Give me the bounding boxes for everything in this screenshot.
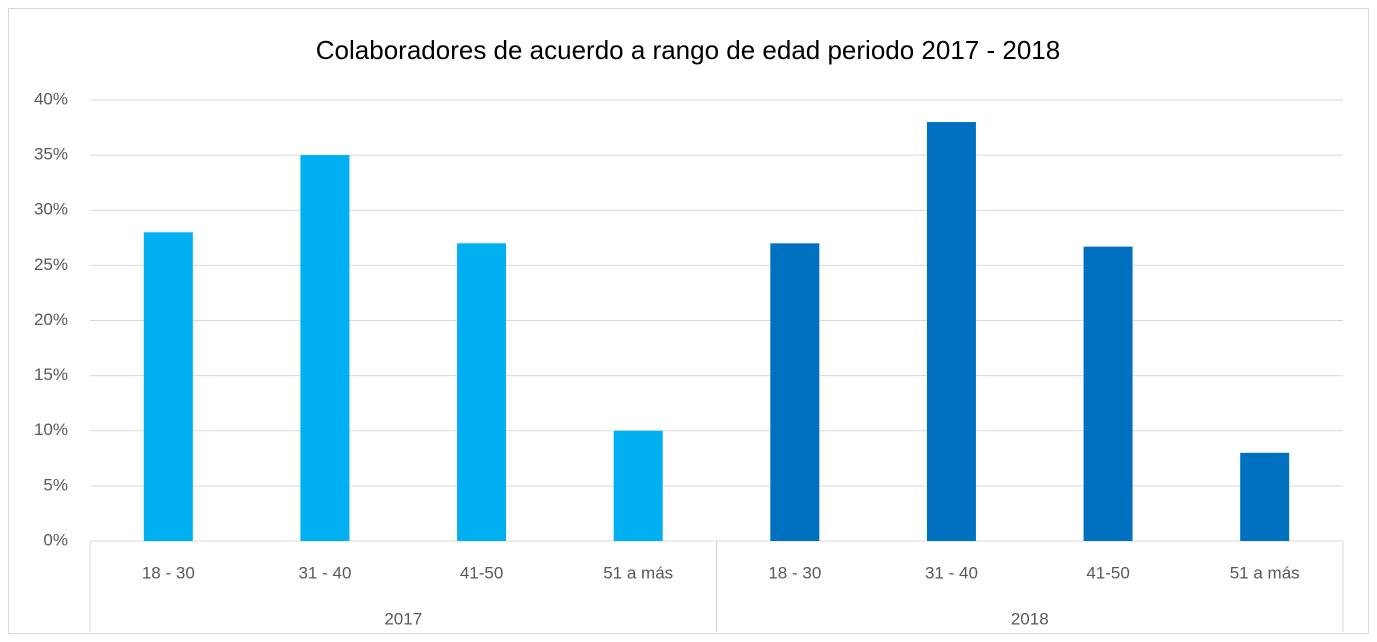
bar <box>926 122 976 542</box>
x-tick-label: 18 - 30 <box>768 563 821 582</box>
y-tick-label: 35% <box>34 145 68 164</box>
bar <box>1083 246 1133 541</box>
bar <box>143 232 193 542</box>
x-tick-label: 51 a más <box>1230 563 1300 582</box>
x-tick-label: 41-50 <box>1086 563 1129 582</box>
y-tick-label: 15% <box>34 365 68 384</box>
x-tick-label: 41-50 <box>460 563 503 582</box>
y-tick-label: 0% <box>43 530 68 549</box>
chart-title: Colaboradores de acuerdo a rango de edad… <box>316 35 1060 65</box>
x-tick-label: 31 - 40 <box>925 563 978 582</box>
bar <box>770 243 820 541</box>
y-tick-label: 30% <box>34 200 68 219</box>
bar <box>300 155 350 541</box>
group-label: 2018 <box>1011 609 1049 628</box>
bar <box>457 243 507 541</box>
bar <box>613 430 663 541</box>
y-tick-label: 40% <box>34 89 68 108</box>
group-label: 2017 <box>384 609 422 628</box>
y-tick-label: 10% <box>34 420 68 439</box>
bar <box>1240 452 1290 541</box>
x-tick-label: 31 - 40 <box>298 563 351 582</box>
y-tick-label: 5% <box>43 475 68 494</box>
x-tick-label: 18 - 30 <box>142 563 195 582</box>
y-tick-label: 20% <box>34 310 68 329</box>
y-tick-label: 25% <box>34 255 68 274</box>
x-tick-label: 51 a más <box>603 563 673 582</box>
